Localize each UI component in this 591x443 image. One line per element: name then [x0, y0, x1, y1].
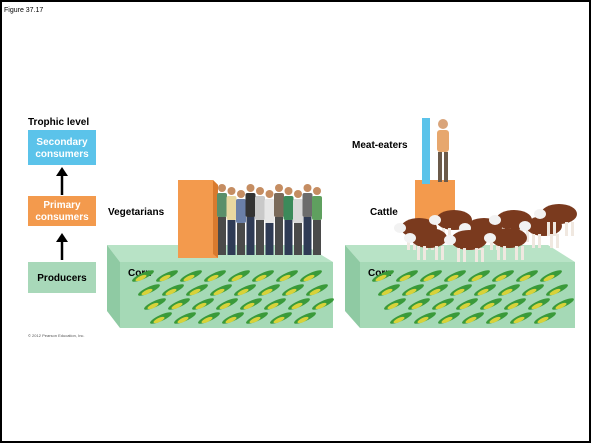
cow-head — [484, 233, 496, 243]
trophic-title: Trophic level — [28, 117, 89, 128]
people — [217, 184, 322, 255]
person-legs — [313, 220, 321, 255]
person-head — [275, 184, 283, 192]
level-label: Primary — [43, 200, 81, 211]
level-label: consumers — [35, 149, 89, 160]
panel-label: Meat-eaters — [352, 140, 408, 151]
cow-leg — [423, 246, 426, 260]
level-label: Producers — [37, 273, 87, 284]
person-body — [255, 196, 265, 220]
person-head — [304, 184, 312, 192]
person-head — [247, 184, 255, 192]
cow-body — [541, 204, 577, 224]
cow-leg — [571, 222, 574, 236]
cow-leg — [538, 234, 541, 248]
cow-leg — [547, 222, 550, 236]
copyright: © 2012 Pearson Education, Inc. — [28, 333, 85, 338]
cow-leg — [497, 246, 500, 260]
person-head — [237, 190, 245, 198]
person-head — [313, 187, 321, 195]
cow-body — [451, 230, 487, 250]
cow-leg — [457, 248, 460, 262]
person-legs — [285, 220, 293, 255]
cow-head — [534, 209, 546, 219]
level-label: consumers — [35, 212, 89, 223]
person-head — [218, 184, 226, 192]
cow-leg — [532, 234, 535, 248]
person-head — [266, 190, 274, 198]
cow-leg — [556, 234, 559, 248]
figure-label: Figure 37.17 — [4, 7, 43, 14]
cow-head — [519, 221, 531, 231]
cow-leg — [475, 248, 478, 262]
person-body — [293, 199, 303, 223]
person-body — [246, 193, 256, 217]
person-body — [227, 196, 237, 220]
person-legs — [218, 217, 226, 255]
cow-leg — [503, 246, 506, 260]
person-body — [236, 199, 246, 223]
cow-body — [411, 228, 447, 248]
person-body — [303, 193, 313, 217]
cow-leg — [565, 222, 568, 236]
cow-head — [489, 215, 501, 225]
cow-leg — [550, 234, 553, 248]
person-head — [285, 187, 293, 195]
person-head — [256, 187, 264, 195]
panel-label: Vegetarians — [108, 207, 165, 218]
cow-head — [394, 223, 406, 233]
cow-leg — [441, 246, 444, 260]
cow-leg — [553, 222, 556, 236]
person-body — [284, 196, 294, 220]
person-legs — [275, 217, 283, 255]
person-legs — [266, 223, 274, 255]
person-body — [217, 193, 227, 217]
cow-leg — [515, 246, 518, 260]
person-legs — [247, 217, 255, 255]
person-body — [265, 199, 275, 223]
panel-label: Cattle — [370, 207, 398, 218]
person-body — [312, 196, 322, 220]
person-legs — [294, 223, 302, 255]
person-head — [228, 187, 236, 195]
person-body — [274, 193, 284, 217]
person-legs — [228, 220, 236, 255]
cow-leg — [435, 246, 438, 260]
level-label: Secondary — [36, 137, 88, 148]
energy-block — [178, 180, 218, 258]
cow-leg — [417, 246, 420, 260]
person-legs — [237, 223, 245, 255]
cow-leg — [481, 248, 484, 262]
cow-leg — [521, 246, 524, 260]
cow-leg — [463, 248, 466, 262]
cow-head — [444, 235, 456, 245]
cow-head — [404, 233, 416, 243]
cow-body — [491, 228, 527, 248]
cow-head — [429, 215, 441, 225]
person-head — [294, 190, 302, 198]
person-legs — [256, 220, 264, 255]
slide: Figure 37.17 Trophic level Secondary con… — [0, 0, 591, 443]
person-legs — [304, 217, 312, 255]
